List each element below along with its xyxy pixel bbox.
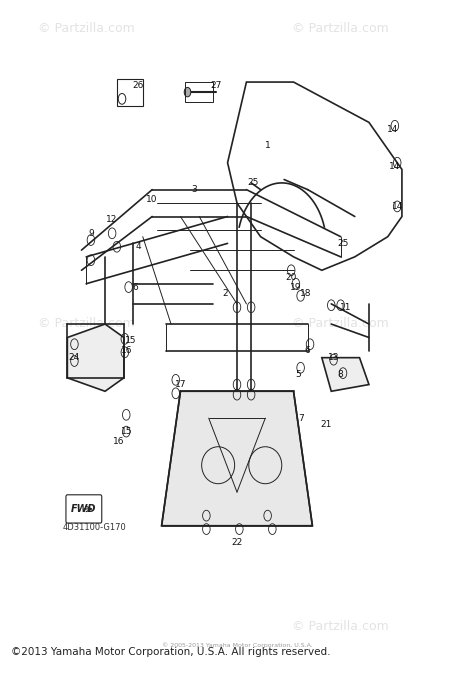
Text: 6: 6 [133, 283, 138, 292]
Text: 14: 14 [389, 161, 401, 171]
Text: 13: 13 [328, 353, 339, 362]
Text: 26: 26 [132, 81, 144, 90]
Text: 18: 18 [300, 290, 311, 298]
Text: 25: 25 [248, 178, 259, 188]
Text: 20: 20 [285, 273, 297, 281]
Text: FWD: FWD [71, 504, 97, 514]
Polygon shape [322, 358, 369, 391]
Text: 11: 11 [340, 303, 351, 312]
Text: © Partzilla.com: © Partzilla.com [292, 22, 389, 34]
Text: 15: 15 [120, 427, 132, 436]
Text: 6: 6 [305, 346, 310, 356]
Circle shape [184, 88, 191, 97]
FancyBboxPatch shape [66, 495, 102, 523]
Text: 3: 3 [191, 185, 198, 194]
Text: 17: 17 [175, 380, 186, 389]
Text: 8: 8 [338, 370, 344, 379]
Text: 14: 14 [387, 125, 398, 134]
Text: 2: 2 [222, 290, 228, 298]
Text: 4D31100-G170: 4D31100-G170 [63, 522, 127, 532]
Text: 1: 1 [265, 142, 271, 151]
Text: 27: 27 [210, 81, 221, 90]
Text: 21: 21 [321, 421, 332, 429]
Text: © Partzilla.com: © Partzilla.com [38, 22, 135, 34]
Text: 7: 7 [298, 414, 303, 423]
Text: 5: 5 [295, 370, 301, 379]
Text: 16: 16 [120, 346, 132, 356]
Text: © 2005-2013 Yamaha Motor Corporation, U.S.A.: © 2005-2013 Yamaha Motor Corporation, U.… [162, 643, 312, 648]
Polygon shape [162, 392, 312, 526]
Text: © Partzilla.com: © Partzilla.com [292, 620, 389, 633]
Text: 12: 12 [107, 215, 118, 224]
Polygon shape [67, 324, 124, 392]
Text: ©2013 Yamaha Motor Corporation, U.S.A. All rights reserved.: ©2013 Yamaha Motor Corporation, U.S.A. A… [11, 647, 330, 657]
Text: 4: 4 [135, 242, 141, 251]
Text: 22: 22 [231, 538, 243, 547]
Bar [117, 79, 143, 105]
Text: 19: 19 [290, 283, 301, 292]
Text: 15: 15 [125, 336, 137, 346]
Text: © Partzilla.com: © Partzilla.com [38, 317, 135, 330]
Text: 25: 25 [337, 239, 349, 248]
Text: 14: 14 [392, 202, 403, 211]
Text: 16: 16 [113, 437, 125, 446]
Bar [185, 82, 213, 102]
Text: 9: 9 [88, 229, 94, 238]
Text: 10: 10 [146, 195, 158, 205]
Text: 24: 24 [69, 353, 80, 362]
Text: © Partzilla.com: © Partzilla.com [292, 317, 389, 330]
